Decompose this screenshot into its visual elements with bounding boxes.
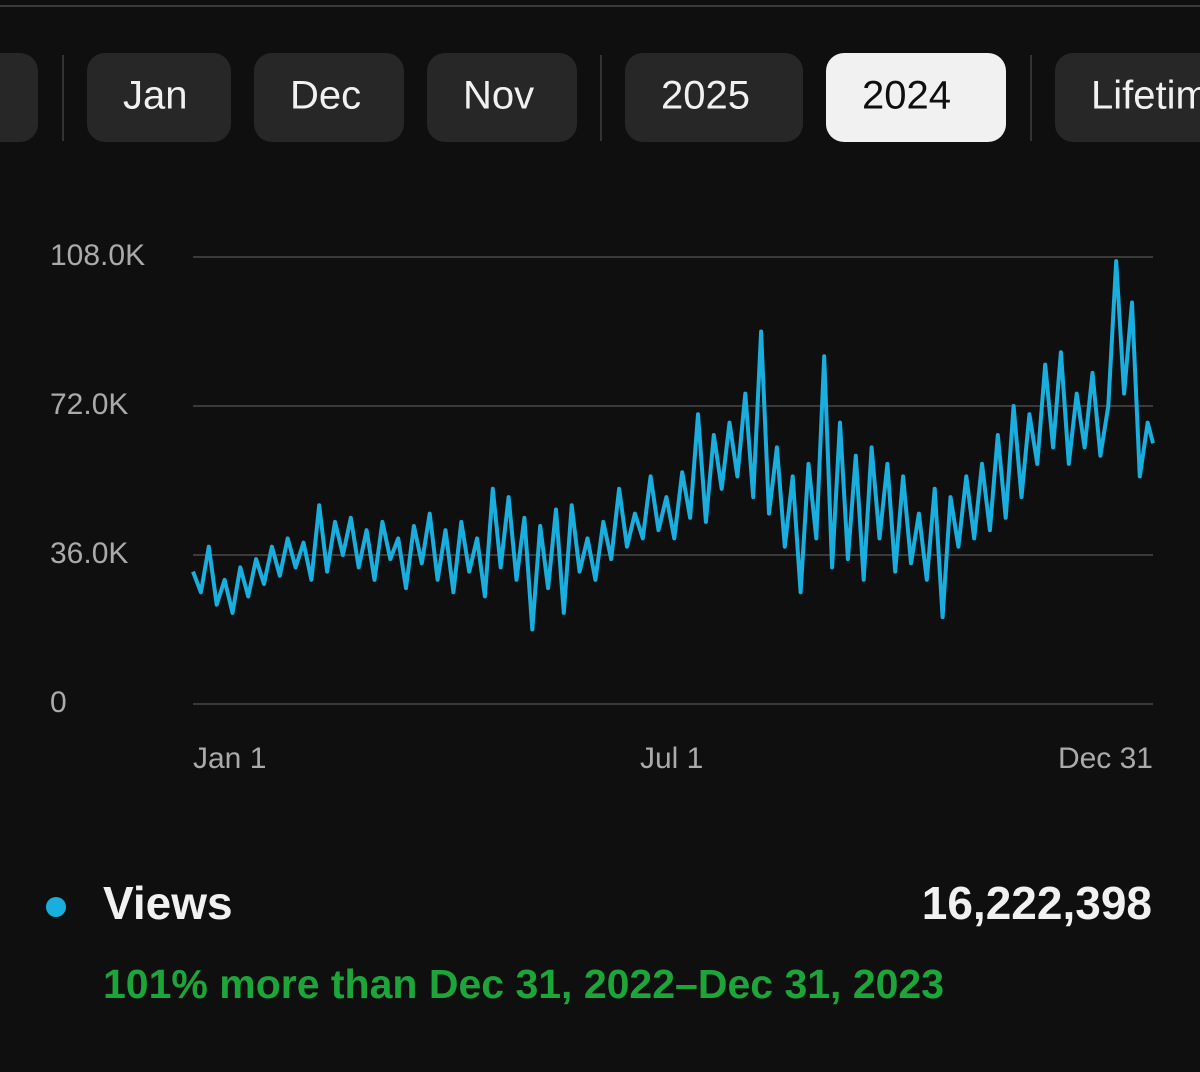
tab-label[interactable]: Dec [290, 74, 361, 118]
tab-label[interactable]: 2025 [661, 74, 750, 118]
legend-dot [46, 897, 66, 917]
tab[interactable]: 2024 [826, 53, 1006, 142]
legend-label: Views [103, 877, 233, 929]
tab[interactable]: Dec [254, 53, 404, 142]
x-tick-label: Jan 1 [193, 742, 266, 775]
tab[interactable]: Lifetime [1055, 53, 1200, 142]
tab-label[interactable]: Lifetime [1091, 74, 1200, 118]
y-tick-label: 108.0K [50, 239, 145, 272]
y-tick-label: 0 [50, 686, 67, 719]
tab-background[interactable] [427, 53, 577, 142]
tab-partial[interactable] [0, 53, 38, 142]
tab[interactable]: Nov [427, 53, 577, 142]
tab[interactable]: Jan [87, 53, 231, 142]
tab-background[interactable] [87, 53, 231, 142]
x-tick-label: Jul 1 [640, 742, 703, 775]
tab-background[interactable] [826, 53, 1006, 142]
tab[interactable]: 2025 [625, 53, 803, 142]
total-value: 16,222,398 [922, 877, 1152, 929]
tab-background[interactable] [1055, 53, 1200, 142]
data-line [191, 259, 1155, 632]
tab-label[interactable]: Jan [123, 74, 188, 118]
y-tick-label: 36.0K [50, 537, 128, 570]
comparison-text: 101% more than Dec 31, 2022–Dec 31, 2023 [103, 961, 944, 1007]
tab-background[interactable] [625, 53, 803, 142]
tab-background[interactable] [254, 53, 404, 142]
y-tick-label: 72.0K [50, 388, 128, 421]
x-tick-label: Dec 31 [1058, 742, 1153, 775]
tab-label[interactable]: Nov [463, 74, 534, 118]
tab-label[interactable]: 2024 [862, 74, 951, 118]
